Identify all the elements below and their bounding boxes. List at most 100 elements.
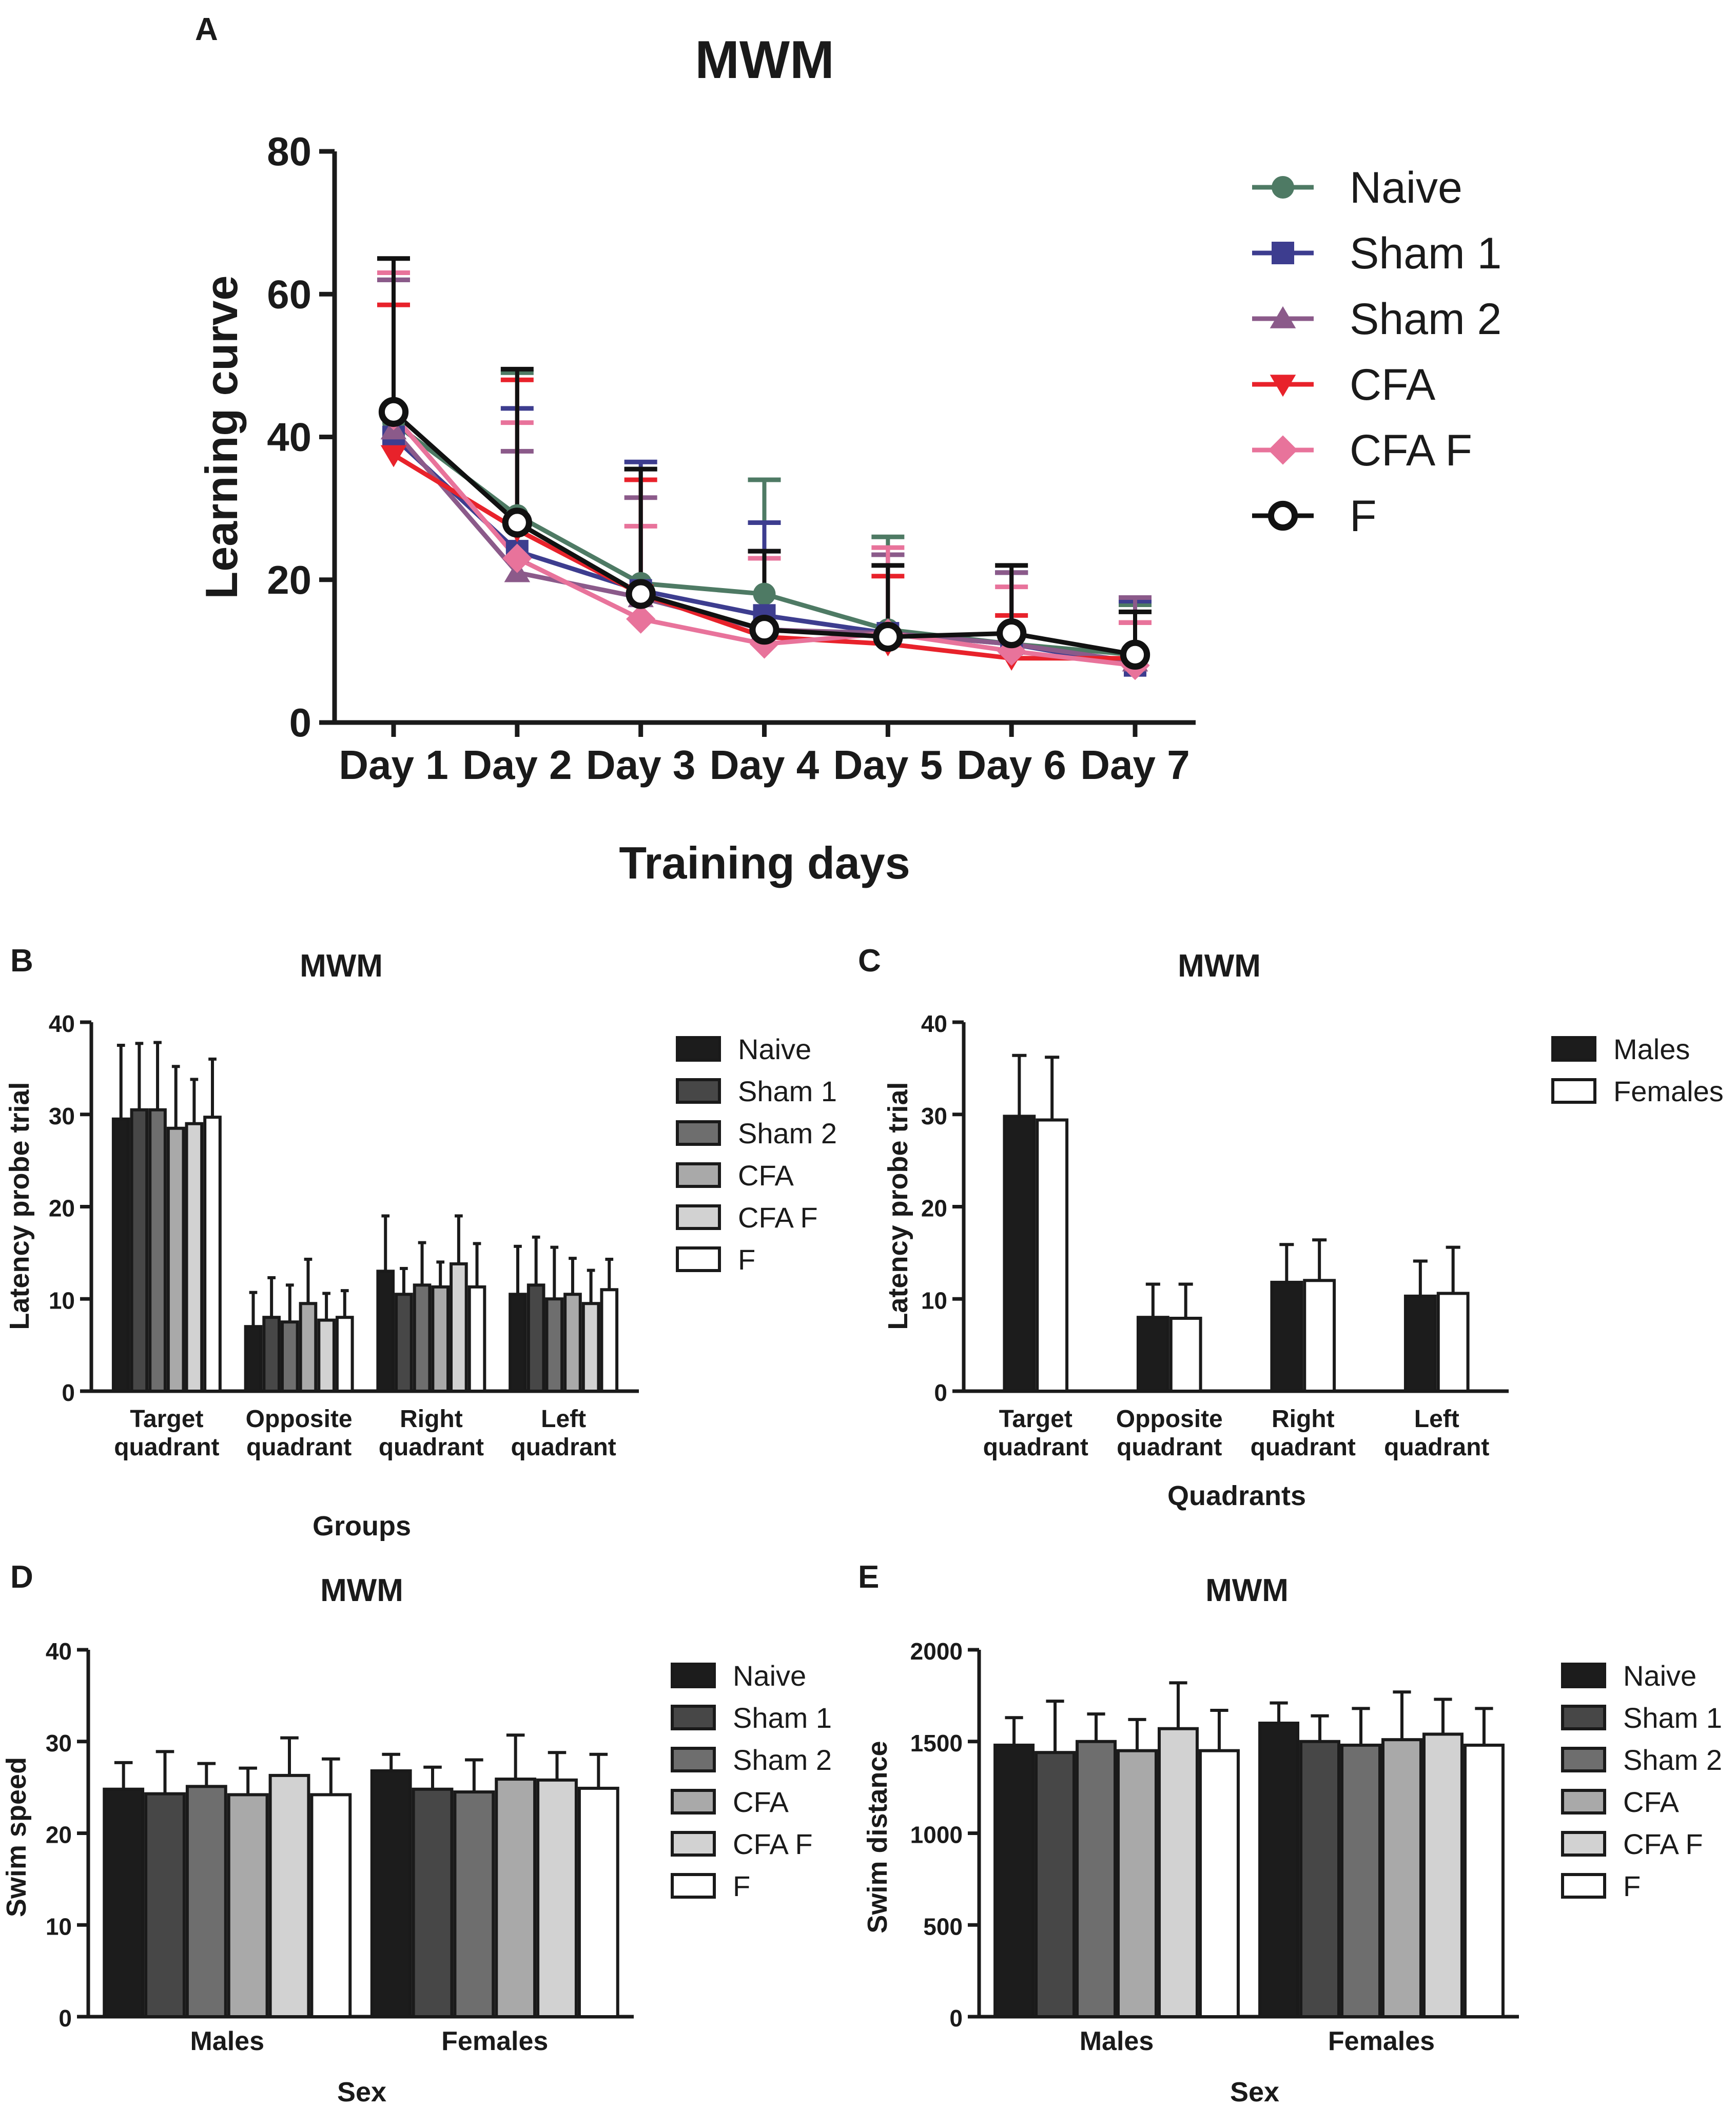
bar-males [1270,1280,1303,1393]
y-tick-label: 500 [923,1913,963,1940]
legend-label-cfa-f: CFA F [738,1201,818,1234]
bar-cfa [495,1778,537,2019]
bar-naive [111,1117,130,1393]
bar-sham-2 [1340,1743,1382,2018]
data-point-f [873,621,903,652]
bar-sham-1 [1299,1740,1341,2018]
y-tick-label: 1000 [910,1822,963,1848]
legend-label-f: F [733,1870,750,1902]
bar-males [1136,1316,1169,1393]
bar-sham-1 [1035,1751,1076,2018]
bar-sham-2 [1076,1740,1117,2018]
x-category-label: quadrant [983,1434,1088,1461]
bar-sham-1 [395,1293,413,1393]
x-tick-label: Day 5 [833,742,943,788]
x-category-label: quadrant [246,1434,352,1461]
bar-females [1303,1279,1336,1393]
data-point-f [749,614,779,645]
panel-letter-b: B [10,943,33,979]
y-tick-label: 40 [267,415,311,460]
legend-marker-f [1267,500,1298,531]
chart-title: MWM [1178,948,1261,984]
bar-naive [376,1270,395,1393]
bar-sham-2 [148,1108,167,1393]
bar-naive [993,1743,1035,2018]
bar-cfa-f [1157,1727,1199,2019]
x-category-label: Males [190,2026,264,2056]
bar-naive [370,1769,412,2018]
legend-label-f: F [738,1243,755,1276]
y-axis-label: Swim speed [1,1757,32,1917]
y-tick-label: 0 [289,700,311,745]
data-point-cfa [380,445,407,467]
bar-cfa [563,1293,582,1393]
x-category-label: quadrant [379,1434,484,1461]
legend-swatch-sham-2 [676,1120,721,1146]
x-category-label: Females [1328,2026,1435,2056]
bar-females [1436,1292,1470,1393]
x-category-label: Opposite [246,1406,353,1433]
legend-swatch-sham-2 [1561,1747,1606,1772]
data-point-cfa-f [502,543,532,573]
bar-females [1036,1118,1069,1393]
legend-label-cfa: CFA [733,1786,789,1818]
legend-label-naive: Naive [733,1660,806,1692]
legend-swatch-females [1551,1078,1596,1104]
panel-d-bar-chart: MWM 0 10 20 30 40 Males Females Sex Swim speed Nai… [1,1573,832,2107]
panel-letter-e: E [858,1559,879,1595]
bar-cfa [299,1302,318,1393]
legend-label-sham-2: Sham 2 [1350,295,1501,344]
legend-swatch-naive [1561,1663,1606,1688]
legend-label-sham-2: Sham 2 [738,1117,837,1149]
y-axis-label: Latency probe trial [4,1082,35,1330]
y-axis-label: Learning curve [196,276,247,599]
panel-e-bar-chart: MWM 0 500 1000 1500 2000 Males Females Sex Swim d… [862,1573,1722,2107]
data-point-cfa-f [626,604,656,634]
bar-males [1003,1115,1036,1393]
legend-label-f: F [1350,492,1377,541]
legend-label-naive: Naive [1350,163,1462,212]
bar-sham-1 [130,1108,149,1393]
x-tick-label: Day 3 [586,742,695,788]
y-tick-label: 20 [46,1822,72,1848]
data-point-f [1120,639,1150,670]
bar-sham-1 [144,1792,186,2018]
y-axis-label: Latency probe trial [883,1082,913,1330]
y-tick-label: 0 [58,2005,72,2032]
legend-marker-cfa-f [1268,435,1298,465]
legend-label-cfa: CFA [1350,360,1436,409]
x-category-label: Right [1272,1406,1335,1433]
bar-cfa-f [317,1318,336,1393]
bar-sham-2 [280,1320,299,1393]
bar-sham-2 [413,1283,432,1393]
y-tick-label: 10 [49,1287,75,1314]
y-tick-label: 0 [949,2005,963,2032]
x-category-label: quadrant [1117,1434,1222,1461]
legend-marker-sham-2 [1270,306,1296,328]
x-tick-label: Day 6 [957,742,1066,788]
legend-label-cfa-f: CFA F [733,1828,813,1860]
x-category-label: Left [541,1406,586,1433]
bar-naive [103,1787,145,2018]
x-tick-label: Day 7 [1080,742,1189,788]
data-point-f [997,618,1027,649]
y-tick-label: 20 [49,1195,75,1222]
x-tick-label: Day 1 [339,742,448,788]
legend-swatch-sham-2 [671,1747,716,1772]
x-category-label: quadrant [1251,1434,1356,1461]
y-tick-label: 20 [921,1195,947,1222]
bar-f [1463,1743,1505,2018]
legend-label-males: Males [1613,1033,1690,1065]
x-axis-label: Groups [313,1511,411,1542]
legend-swatch-naive [671,1663,716,1688]
chart-title: MWM [320,1573,403,1608]
bar-f [203,1116,222,1393]
x-tick-label: Day 4 [710,742,820,788]
legend-swatch-sham-1 [676,1078,721,1104]
legend-swatch-naive [676,1036,721,1062]
bar-cfa [227,1793,269,2019]
bar-f [310,1793,352,2019]
data-point-f [626,579,656,609]
x-category-label: Opposite [1116,1406,1223,1433]
